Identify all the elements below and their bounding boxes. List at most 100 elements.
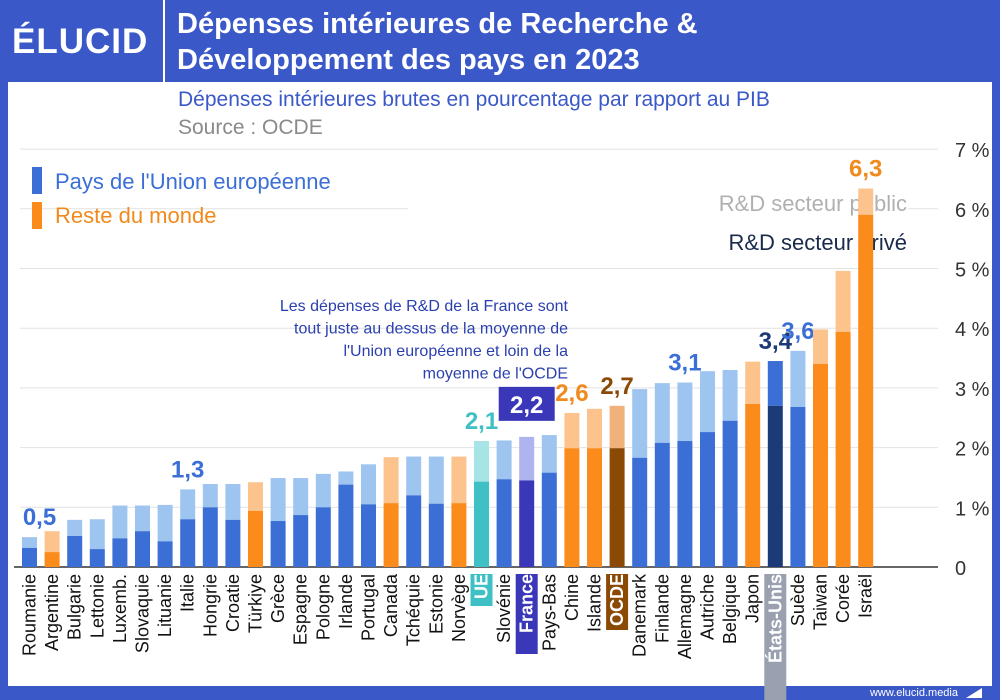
category-label: Irlande: [336, 574, 356, 629]
bar-public-Tchéquie: [406, 456, 422, 496]
bar-private-Israël: [858, 214, 874, 567]
bar-private-Espagne: [293, 515, 309, 567]
bar-private-Italie: [180, 519, 196, 567]
category-label: Corée: [833, 574, 853, 623]
bar-value-label: 3,4: [759, 328, 793, 355]
bar-private-Argentine: [44, 552, 60, 567]
bar-private-Canada: [383, 503, 399, 567]
bar-public-Hongrie: [202, 484, 218, 508]
bar-private-Slovénie: [496, 479, 512, 567]
category-label: Türkiye: [246, 574, 266, 633]
bar-public-Portugal: [361, 464, 376, 505]
bar-private-Lituanie: [157, 541, 173, 567]
category-label: Bulgarie: [65, 574, 85, 640]
y-tick-label: 5 %: [955, 260, 990, 282]
highlight-label-bg: [515, 574, 538, 654]
bar-public-États-Unis: [767, 361, 783, 406]
y-tick-label: 3 %: [955, 379, 990, 401]
bar-private-OCDE: [609, 448, 625, 567]
bar-private-Autriche: [700, 432, 715, 567]
category-label: Finlande: [652, 574, 672, 643]
bar-public-Slovénie: [496, 440, 512, 480]
bar-private-France: [519, 480, 535, 567]
category-label: Taiwan: [811, 574, 831, 630]
bar-public-Suède: [790, 350, 806, 408]
legend-eu-label: Pays de l'Union européenne: [55, 169, 331, 194]
bar-value-label: 3,6: [781, 318, 814, 345]
category-label: Hongrie: [200, 574, 220, 637]
category-label: Belgique: [720, 574, 740, 644]
bar-private-Lettonie: [89, 549, 105, 567]
bar-public-Slovaquie: [135, 505, 150, 532]
chart-subtitle: Dépenses intérieures brutes en pourcenta…: [178, 88, 770, 111]
category-label: Estonie: [426, 574, 446, 634]
bar-public-Pologne: [315, 473, 331, 508]
category-label: Autriche: [698, 574, 718, 640]
category-label: Slovaquie: [133, 574, 153, 653]
header: ÉLUCID Dépenses intérieures de Recherche…: [0, 0, 1000, 82]
bar-public-Bulgarie: [67, 519, 83, 536]
y-tick-label: 7 %: [955, 140, 990, 162]
bar-public-Finlande: [654, 383, 670, 443]
category-label: Suède: [788, 574, 808, 626]
bar-public-Danemark: [632, 389, 648, 458]
bar-value-label: 2,6: [555, 380, 588, 407]
bar-private-Hongrie: [202, 507, 218, 567]
page-title: Dépenses intérieures de Recherche & Déve…: [177, 6, 987, 78]
category-label: Canada: [381, 573, 401, 637]
bar-private-Tchéquie: [406, 495, 422, 567]
bar-private-Portugal: [361, 504, 376, 567]
annotation-line: tout juste au dessus de la moyenne de: [294, 321, 568, 338]
bar-public-Irlande: [338, 471, 354, 485]
footer-site-link[interactable]: www.elucid.media: [869, 687, 958, 699]
category-label: Croatie: [223, 574, 243, 632]
elucid-logo: ÉLUCID: [12, 22, 149, 61]
bar-public-Grèce: [270, 478, 286, 522]
title-line-1: Dépenses intérieures de Recherche &: [177, 8, 698, 40]
category-label: Japon: [743, 574, 763, 623]
category-label: Lituanie: [155, 574, 175, 637]
bar-private-Norvège: [451, 503, 467, 567]
bar-value-label: 2,1: [465, 408, 498, 435]
bar-public-Roumanie: [22, 537, 37, 548]
annotation-line: Les dépenses de R&D de la France sont: [280, 298, 569, 315]
bar-value-label: 0,5: [23, 504, 56, 531]
bar-private-Finlande: [654, 442, 670, 567]
highlight-label-bg: [470, 574, 493, 606]
annotation-line: moyenne de l'OCDE: [423, 366, 568, 383]
bar-private-États-Unis: [767, 405, 783, 567]
bar-private-Belgique: [722, 420, 738, 567]
highlight-label-bg: [606, 574, 629, 630]
bar-private-Irlande: [338, 484, 354, 567]
bar-value-label: 3,1: [668, 350, 701, 377]
category-label: Grèce: [268, 574, 288, 623]
category-label: Pays-Bas: [539, 574, 559, 651]
category-label: Tchéquie: [404, 574, 424, 646]
category-label: Chine: [562, 574, 582, 621]
elucid-mark-icon: [966, 688, 982, 698]
bar-public-Israël: [858, 188, 874, 215]
bar-public-Belgique: [722, 369, 738, 421]
legend-sector-bg: [408, 192, 908, 212]
bar-private-Croatie: [225, 519, 241, 567]
bar-value-label: 1,3: [171, 456, 204, 483]
bar-public-Chine: [564, 412, 580, 449]
bar-public-OCDE: [609, 405, 625, 449]
bar-public-Lituanie: [157, 504, 173, 542]
y-tick-label: 1 %: [955, 498, 990, 520]
bar-private-Pays-Bas: [541, 472, 557, 567]
bar-public-Taiwan: [813, 329, 828, 365]
legend-world-swatch: [32, 202, 42, 229]
bar-public-Norvège: [451, 456, 467, 504]
bar-private-Suède: [790, 407, 806, 567]
bar-public-Japon: [745, 361, 761, 405]
category-label: Italie: [178, 574, 198, 612]
bar-private-Türkiye: [248, 510, 263, 567]
bar-private-Slovaquie: [135, 531, 150, 567]
bar-private-Estonie: [428, 503, 444, 567]
category-label: Lettonie: [87, 574, 107, 638]
category-label: Slovénie: [494, 574, 514, 643]
category-label: Luxemb.: [110, 574, 130, 643]
category-label: Roumanie: [20, 574, 40, 656]
category-label: UE: [472, 574, 492, 599]
